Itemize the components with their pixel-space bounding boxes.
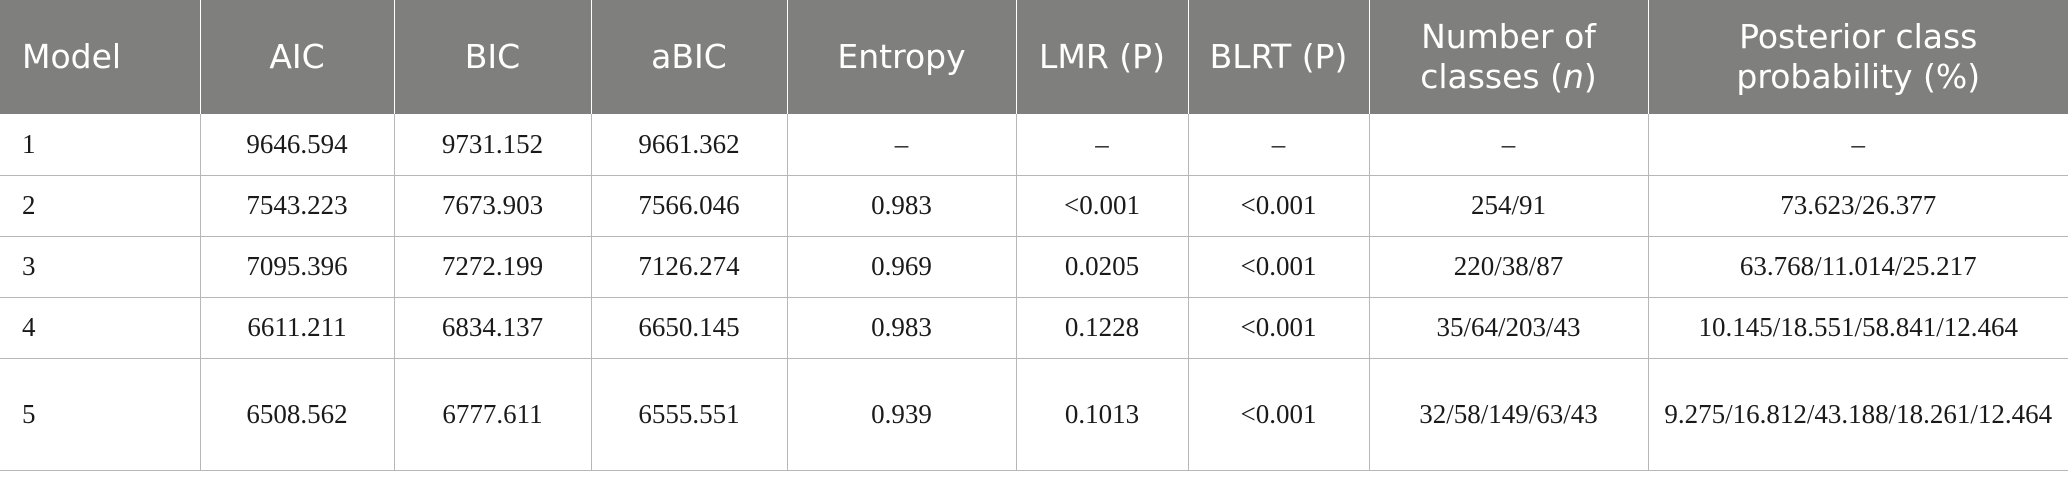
cell-entropy: 0.939 — [786, 358, 1017, 471]
cell-aic: 7543.223 — [199, 175, 395, 237]
cell-aic: 6611.211 — [199, 297, 395, 359]
cell-model: 1 — [0, 114, 201, 176]
cell-aic: 9646.594 — [199, 114, 395, 176]
cell-lmr: 0.1228 — [1015, 297, 1189, 359]
header-abic: aBIC — [590, 0, 788, 114]
cell-posterior: 10.145/18.551/58.841/12.464 — [1647, 297, 2068, 359]
table-body: 1 9646.594 9731.152 9661.362 – – – – – 2… — [0, 114, 2068, 471]
cell-abic: 7126.274 — [590, 236, 788, 298]
table-row: 3 7095.396 7272.199 7126.274 0.969 0.020… — [0, 236, 2068, 298]
cell-classes: 32/58/149/63/43 — [1368, 358, 1649, 471]
cell-lmr: – — [1015, 114, 1189, 176]
header-classes-suffix: ) — [1583, 57, 1597, 96]
header-lmr: LMR (P) — [1015, 0, 1189, 114]
cell-blrt: – — [1187, 114, 1370, 176]
cell-abic: 9661.362 — [590, 114, 788, 176]
header-classes-italic: n — [1562, 57, 1584, 96]
table-row: 4 6611.211 6834.137 6650.145 0.983 0.122… — [0, 297, 2068, 359]
cell-entropy: 0.983 — [786, 297, 1017, 359]
cell-abic: 6555.551 — [590, 358, 788, 471]
cell-bic: 6777.611 — [393, 358, 592, 471]
header-entropy: Entropy — [786, 0, 1017, 114]
cell-blrt: <0.001 — [1187, 236, 1370, 298]
cell-blrt: <0.001 — [1187, 175, 1370, 237]
cell-model: 3 — [0, 236, 201, 298]
cell-entropy: – — [786, 114, 1017, 176]
cell-classes: 254/91 — [1368, 175, 1649, 237]
cell-bic: 7272.199 — [393, 236, 592, 298]
model-fit-table: Model AIC BIC aBIC Entropy LMR (P) BLRT … — [0, 0, 2068, 471]
header-classes-prefix: Number of classes ( — [1420, 17, 1596, 96]
cell-aic: 6508.562 — [199, 358, 395, 471]
cell-posterior: 9.275/16.812/43.188/18.261/12.464 — [1647, 358, 2068, 471]
cell-model: 5 — [0, 358, 201, 471]
header-model: Model — [0, 0, 201, 114]
cell-classes: – — [1368, 114, 1649, 176]
table-row: 5 6508.562 6777.611 6555.551 0.939 0.101… — [0, 358, 2068, 471]
cell-bic: 6834.137 — [393, 297, 592, 359]
cell-posterior: – — [1647, 114, 2068, 176]
cell-blrt: <0.001 — [1187, 358, 1370, 471]
header-number-of-classes: Number of classes (n) — [1368, 0, 1649, 114]
cell-blrt: <0.001 — [1187, 297, 1370, 359]
cell-lmr: 0.0205 — [1015, 236, 1189, 298]
header-posterior-probability: Posterior class probability (%) — [1647, 0, 2068, 114]
cell-model: 4 — [0, 297, 201, 359]
table-header: Model AIC BIC aBIC Entropy LMR (P) BLRT … — [0, 0, 2068, 114]
cell-posterior: 73.623/26.377 — [1647, 175, 2068, 237]
cell-classes: 220/38/87 — [1368, 236, 1649, 298]
cell-posterior: 63.768/11.014/25.217 — [1647, 236, 2068, 298]
cell-entropy: 0.983 — [786, 175, 1017, 237]
cell-lmr: 0.1013 — [1015, 358, 1189, 471]
header-bic: BIC — [393, 0, 592, 114]
cell-bic: 7673.903 — [393, 175, 592, 237]
cell-lmr: <0.001 — [1015, 175, 1189, 237]
cell-bic: 9731.152 — [393, 114, 592, 176]
header-row: Model AIC BIC aBIC Entropy LMR (P) BLRT … — [0, 0, 2068, 114]
table-row: 2 7543.223 7673.903 7566.046 0.983 <0.00… — [0, 175, 2068, 237]
header-blrt: BLRT (P) — [1187, 0, 1370, 114]
cell-abic: 6650.145 — [590, 297, 788, 359]
header-aic: AIC — [199, 0, 395, 114]
cell-classes: 35/64/203/43 — [1368, 297, 1649, 359]
cell-aic: 7095.396 — [199, 236, 395, 298]
cell-model: 2 — [0, 175, 201, 237]
cell-entropy: 0.969 — [786, 236, 1017, 298]
cell-abic: 7566.046 — [590, 175, 788, 237]
table-row: 1 9646.594 9731.152 9661.362 – – – – – — [0, 114, 2068, 176]
